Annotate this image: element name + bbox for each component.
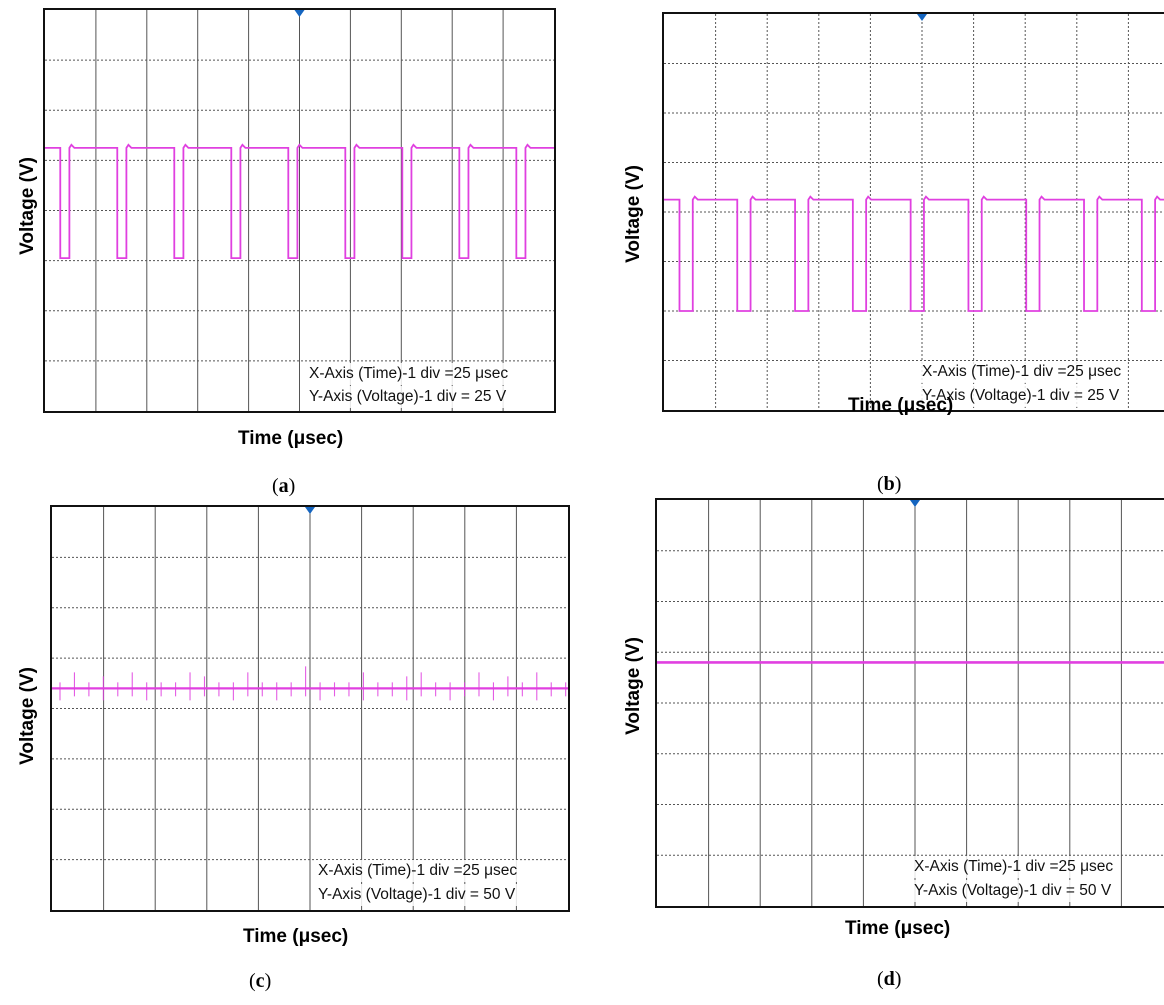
- caption-a: (a): [272, 475, 296, 497]
- caption-b: (b): [877, 473, 902, 495]
- scope-screen-d: [655, 498, 1164, 908]
- waveform-trace: [45, 143, 554, 260]
- caption-d: (d): [877, 968, 902, 990]
- waveform-plot-a: [45, 10, 554, 411]
- trigger-marker-icon: [910, 500, 920, 507]
- waveform-plot-c: [52, 507, 568, 910]
- scale-note-x-b: X-Axis (Time)-1 div =25 μsec: [920, 361, 1124, 383]
- scale-note-y-d: Y-Axis (Voltage)-1 div = 50 V: [912, 880, 1114, 902]
- x-axis-label-b: Time (μsec): [848, 395, 954, 416]
- trigger-marker-icon: [305, 507, 315, 514]
- scope-screen-c: [50, 505, 570, 912]
- scale-note-y-b: Y-Axis (Voltage)-1 div = 25 V: [920, 385, 1122, 407]
- scale-note-y-c: Y-Axis (Voltage)-1 div = 50 V: [316, 884, 518, 906]
- trigger-marker-icon: [917, 14, 927, 21]
- scale-note-x-d: X-Axis (Time)-1 div =25 μsec: [912, 856, 1116, 878]
- x-axis-label-c: Time (μsec): [243, 926, 349, 947]
- scale-note-y-a: Y-Axis (Voltage)-1 div = 25 V: [307, 386, 509, 408]
- x-axis-label-a: Time (μsec): [238, 428, 344, 449]
- y-axis-label-c: Voltage (V): [17, 667, 38, 765]
- waveform-trace: [664, 195, 1164, 312]
- caption-c: (c): [249, 970, 272, 992]
- y-axis-label-d: Voltage (V): [623, 637, 644, 735]
- scope-screen-b: [662, 12, 1164, 412]
- trigger-marker-icon: [294, 10, 305, 17]
- waveform-plot-d: [657, 500, 1164, 906]
- x-axis-label-d: Time (μsec): [845, 918, 951, 939]
- scale-note-x-a: X-Axis (Time)-1 div =25 μsec: [307, 363, 511, 385]
- waveform-plot-b: [664, 14, 1164, 410]
- scope-screen-a: [43, 8, 556, 413]
- scale-note-x-c: X-Axis (Time)-1 div =25 μsec: [316, 860, 520, 882]
- y-axis-label-a: Voltage (V): [17, 157, 38, 255]
- y-axis-label-b: Voltage (V): [623, 165, 644, 263]
